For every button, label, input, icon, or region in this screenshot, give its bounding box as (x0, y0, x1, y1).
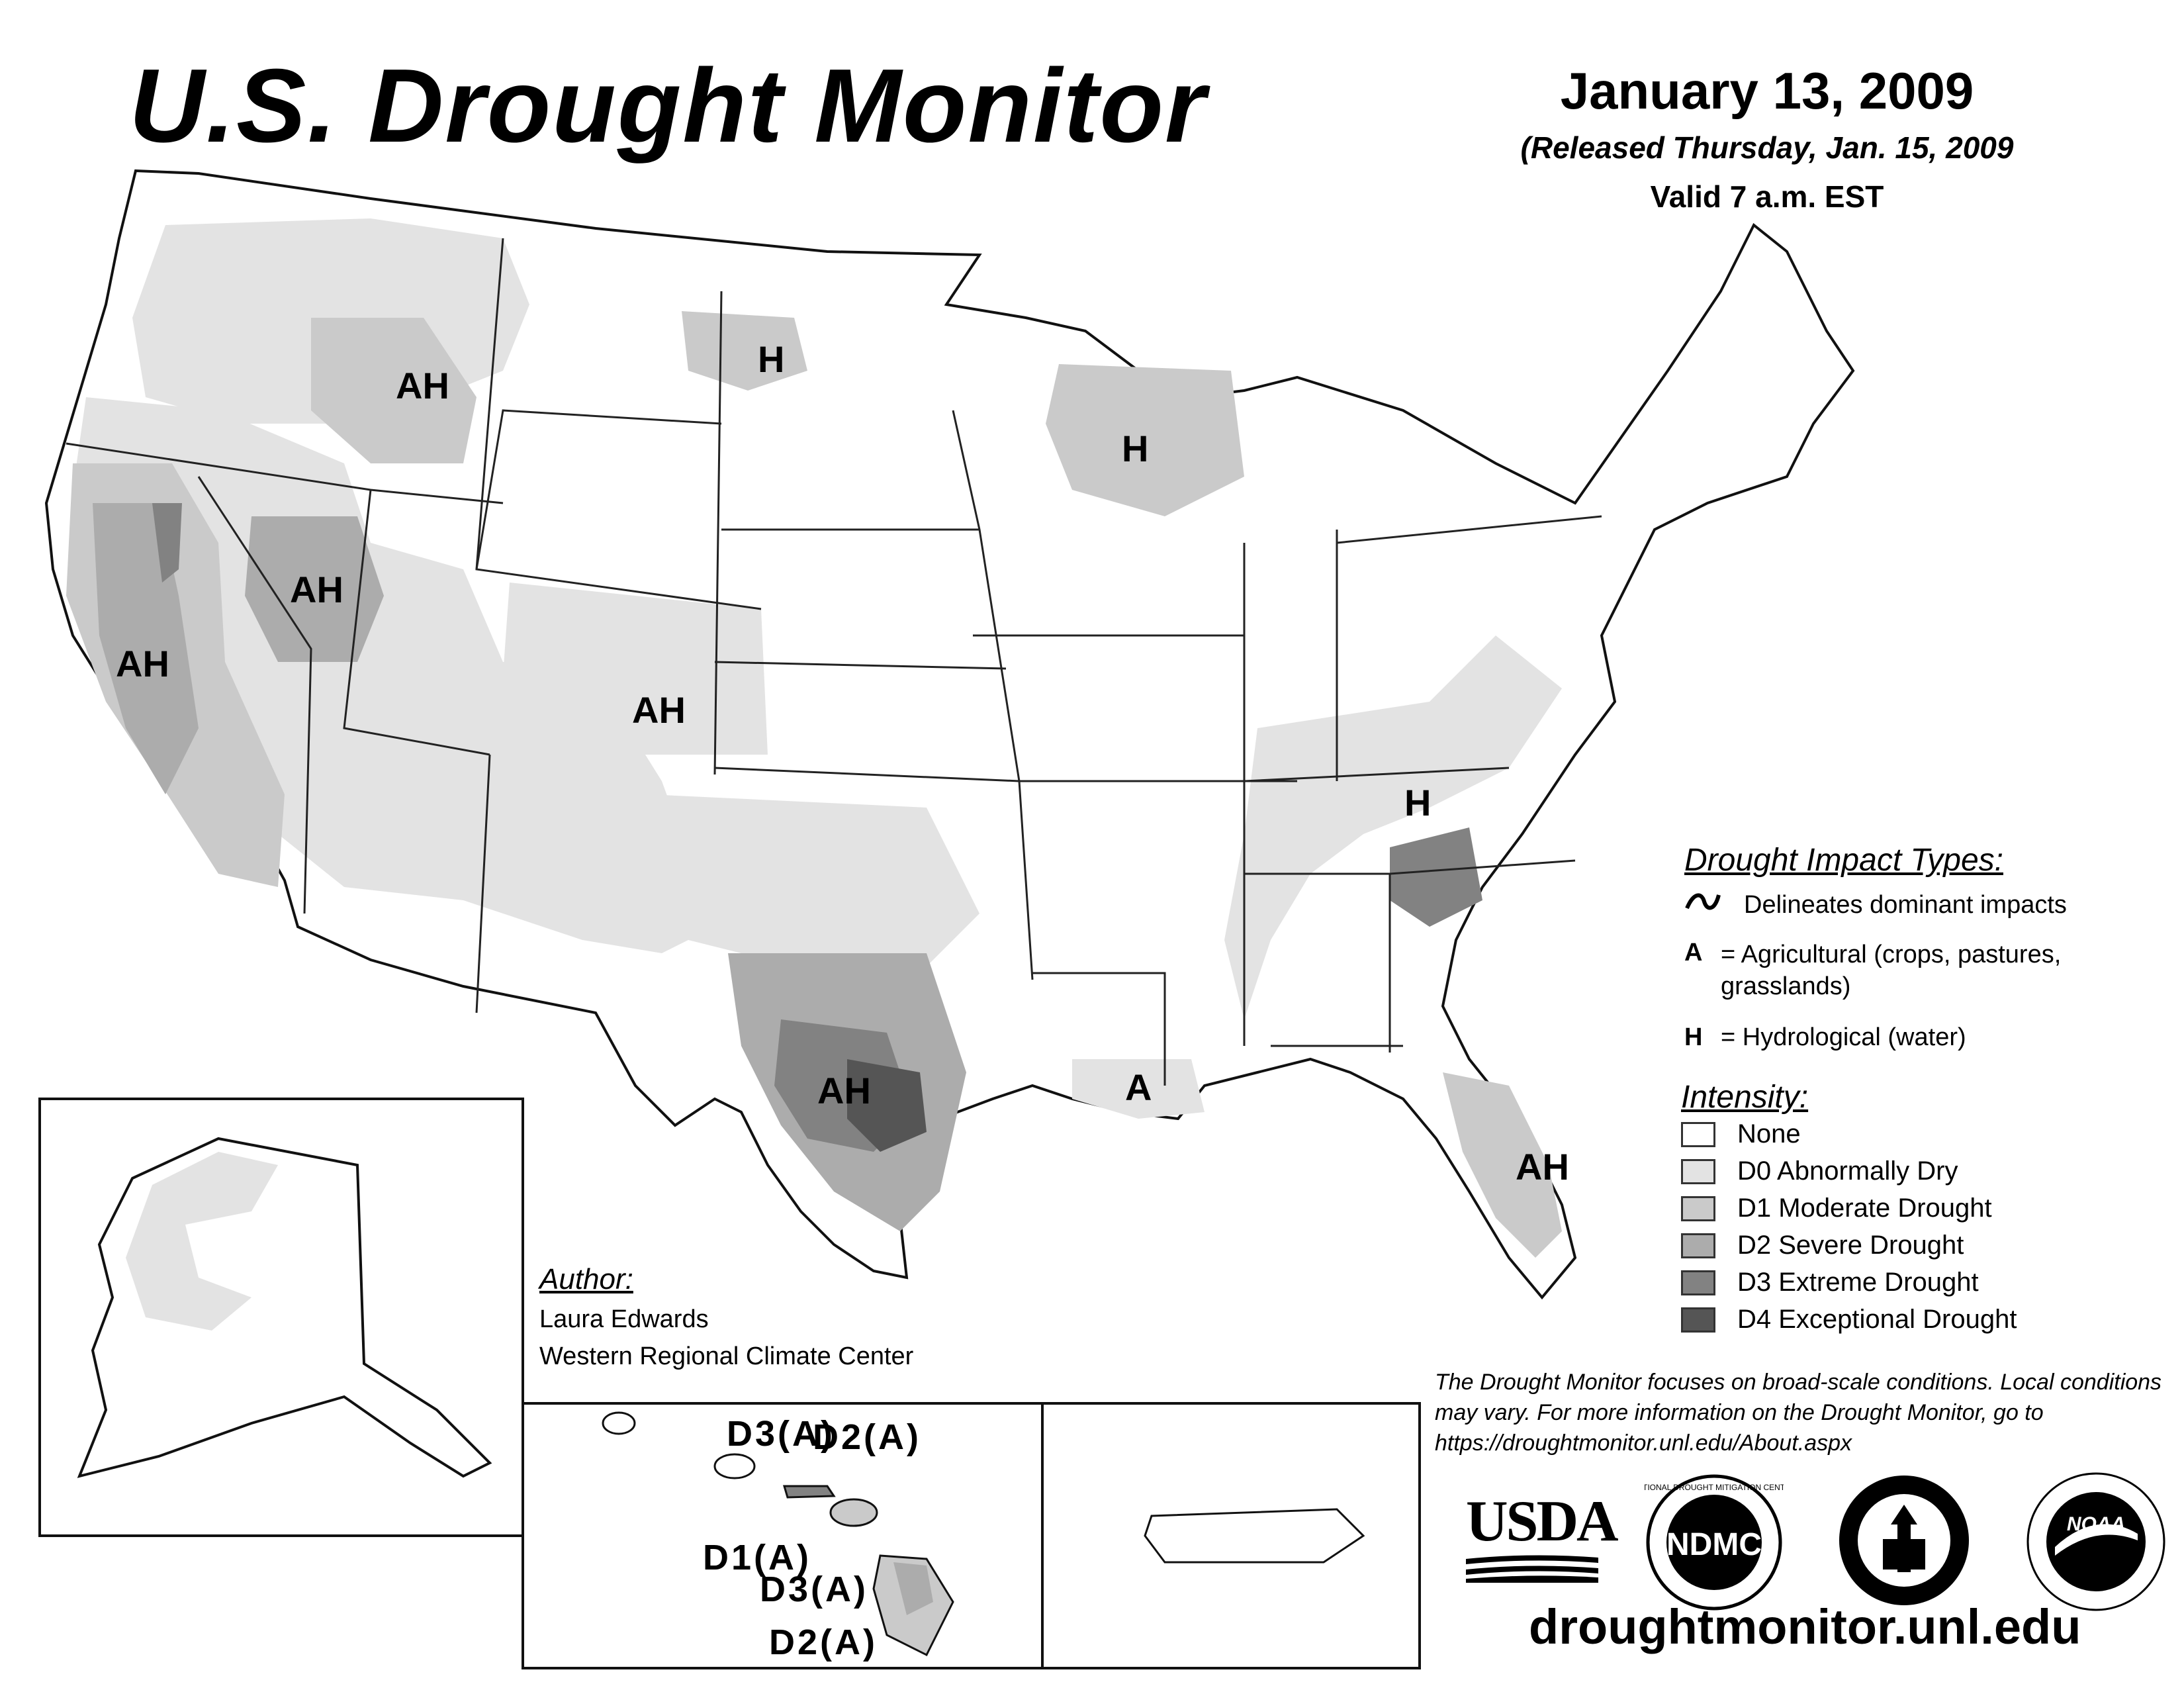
hawaii-label-d2-a: D2(A) (813, 1417, 921, 1457)
d1-dakota (682, 311, 807, 391)
d0-west (73, 397, 715, 953)
label-florida: AH (1516, 1146, 1569, 1188)
d0-louisiana (1072, 1059, 1205, 1119)
d2-georgia (1390, 827, 1482, 927)
author-name: Laura Edwards (539, 1305, 709, 1333)
map-date: January 13, 2009 (1560, 62, 1974, 120)
intensity-label: D3 Extreme Drought (1737, 1268, 1979, 1297)
label-tennessee: H (1404, 782, 1432, 823)
intensity-label: D2 Severe Drought (1737, 1231, 1964, 1260)
pacific-caribbean-insets (522, 1402, 1421, 1669)
hawaii-label-d1-a: D1(A) (703, 1538, 811, 1577)
label-pacific-nw: AH (396, 365, 449, 406)
svg-text:NDMC: NDMC (1666, 1527, 1762, 1562)
intensity-label: None (1737, 1119, 1801, 1149)
svg-text:NOAA: NOAA (2067, 1513, 2125, 1535)
d3-california (152, 503, 182, 583)
d0-southplains (649, 794, 979, 980)
agricultural-label: = Agricultural (crops, pastures, grassla… (1721, 941, 2062, 1000)
agricultural-code: A (1684, 939, 1703, 966)
intensity-label: D4 Exceptional Drought (1737, 1305, 2017, 1334)
state-borders (66, 238, 1602, 1086)
d1-idaho (311, 318, 477, 463)
release-date: (Released Thursday, Jan. 15, 2009 (1520, 130, 2014, 165)
delineates-label: Delineates dominant impacts (1744, 891, 2067, 919)
intensity-swatch (1681, 1122, 1715, 1147)
intensity-swatch (1681, 1159, 1715, 1184)
commerce-department-seal (1839, 1476, 1969, 1605)
hawaii-label-d3-a-big-island: D3(A) (760, 1570, 868, 1609)
label-wisconsin: H (1122, 428, 1149, 469)
hawaii-label-d2-a-big-island: D2(A) (769, 1622, 878, 1662)
label-colorado: AH (632, 689, 686, 731)
label-north-dakota: H (758, 338, 785, 380)
d0-southeast (1224, 635, 1562, 1019)
hawaii-label-d3-a: D3(A) (727, 1414, 835, 1454)
hydrological-code: H (1684, 1023, 1703, 1051)
intensity-label: D0 Abnormally Dry (1737, 1156, 1958, 1186)
d4-texas (847, 1059, 927, 1152)
intensity-swatch (1681, 1270, 1715, 1295)
d1-wisconsin (1046, 364, 1244, 516)
hydrological-label: = Hydrological (water) (1721, 1023, 1966, 1051)
label-nevada: AH (290, 569, 343, 610)
d0-colorado (503, 583, 768, 755)
valid-time: Valid 7 a.m. EST (1650, 179, 1884, 214)
d1-nevada (245, 516, 384, 662)
noaa-logo: NOAA (2026, 1472, 2165, 1611)
intensity-swatch (1681, 1196, 1715, 1221)
drought-areas (66, 218, 1562, 1258)
map-title: U.S. Drought Monitor (129, 48, 1207, 164)
intensity-swatch (1681, 1233, 1715, 1258)
intensity-legend-heading: Intensity: (1681, 1080, 1809, 1115)
label-louisiana: A (1125, 1066, 1152, 1108)
alaska-inset (38, 1098, 524, 1537)
delineation-icon (1685, 893, 1721, 910)
label-texas: AH (817, 1070, 871, 1111)
ndmc-logo: NDMC NATIONAL DROUGHT MITIGATION CENTER (1645, 1474, 1784, 1611)
disclaimer-text: The Drought Monitor focuses on broad-sca… (1435, 1370, 2162, 1456)
author-organization: Western Regional Climate Center (539, 1342, 914, 1370)
usda-logo: USDA (1466, 1493, 1619, 1589)
d0-florida (1443, 1072, 1562, 1258)
label-california: AH (116, 643, 169, 684)
website-url[interactable]: droughtmonitor.unl.edu (1529, 1599, 2081, 1654)
d2-california (93, 503, 199, 794)
impact-legend-heading: Drought Impact Types: (1684, 843, 2003, 878)
intensity-swatch (1681, 1307, 1715, 1333)
intensity-label: D1 Moderate Drought (1737, 1194, 1992, 1223)
author-heading: Author: (539, 1263, 633, 1295)
conus-outline (44, 169, 1855, 1300)
svg-text:NATIONAL DROUGHT MITIGATION CE: NATIONAL DROUGHT MITIGATION CENTER (1645, 1483, 1784, 1492)
